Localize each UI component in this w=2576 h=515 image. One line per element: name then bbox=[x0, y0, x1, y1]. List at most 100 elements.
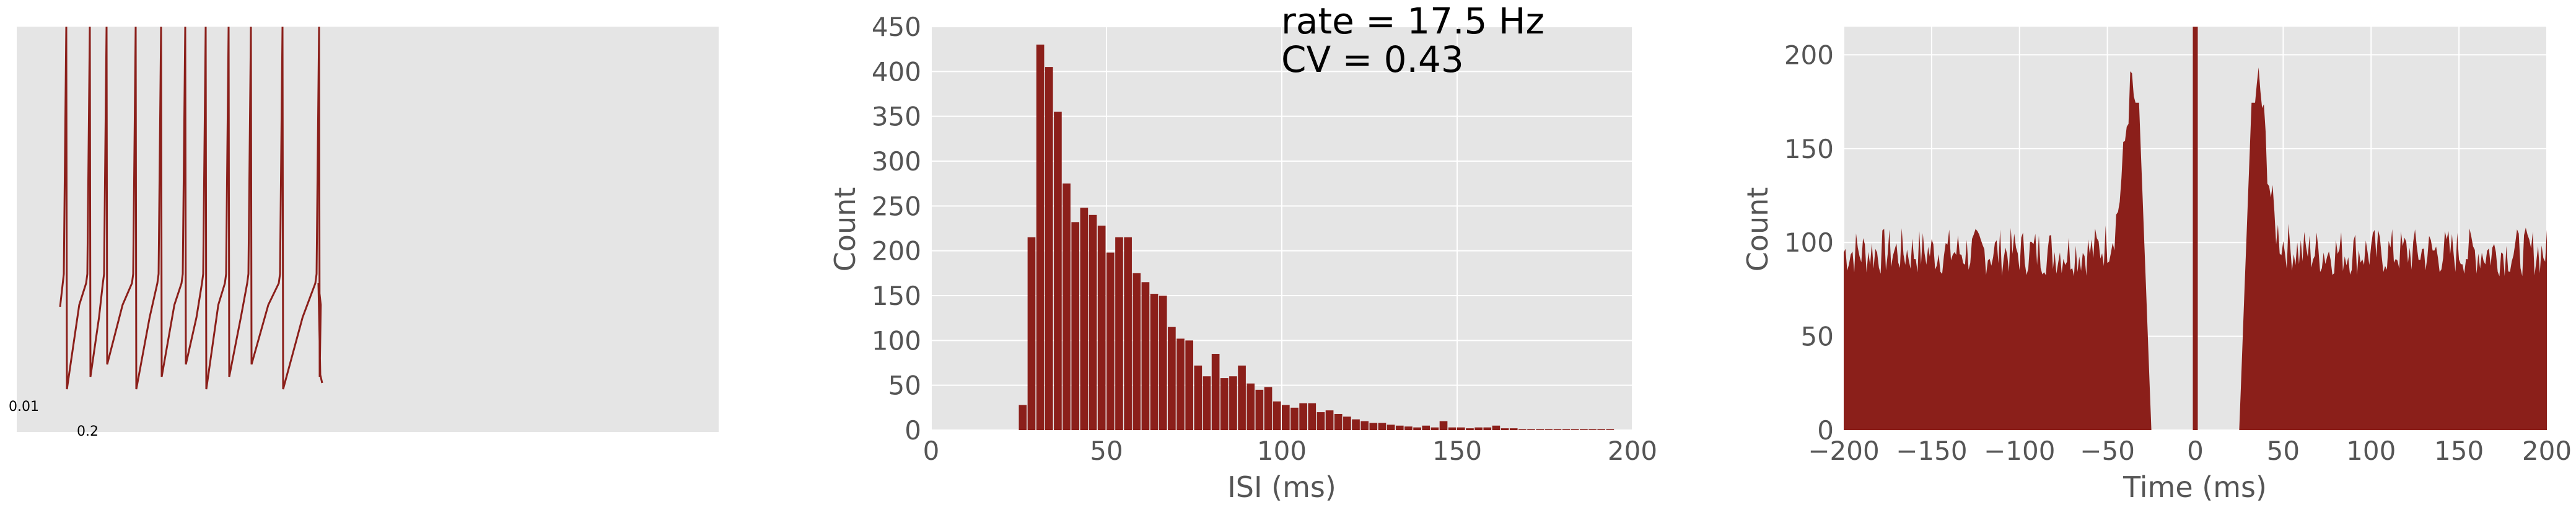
acg-y-tick: 0 bbox=[1817, 415, 1834, 446]
acg-y-tick-labels: 0 50 100 150 200 bbox=[1784, 40, 1834, 446]
isi-bar bbox=[1316, 412, 1325, 430]
isi-bar bbox=[1185, 340, 1193, 430]
isi-bar bbox=[1466, 428, 1474, 430]
trace-plot-area bbox=[17, 27, 719, 432]
acg-y-axis-label: Count bbox=[1741, 187, 1774, 272]
isi-bar bbox=[1115, 237, 1123, 430]
isi-y-tick: 200 bbox=[872, 236, 921, 266]
isi-bar bbox=[1500, 428, 1509, 430]
isi-x-tick: 0 bbox=[923, 436, 940, 466]
acg-x-tick: 100 bbox=[2346, 436, 2396, 466]
isi-bars bbox=[1019, 44, 1614, 431]
isi-bar bbox=[1036, 44, 1045, 430]
isi-bar bbox=[1273, 401, 1281, 430]
isi-bar bbox=[1474, 427, 1483, 430]
voltage-trace-line bbox=[59, 26, 323, 390]
isi-bar bbox=[1360, 421, 1369, 430]
isi-bar bbox=[1264, 387, 1273, 430]
isi-bar bbox=[1387, 425, 1395, 430]
isi-bar bbox=[1597, 429, 1606, 430]
isi-bar bbox=[1282, 405, 1290, 430]
isi-bar bbox=[1062, 183, 1071, 430]
acg-x-tick: 150 bbox=[2434, 436, 2484, 466]
isi-y-tick-labels: 0 50 100 150 200 250 300 350 400 450 bbox=[872, 12, 921, 446]
isi-bar bbox=[1448, 427, 1457, 430]
isi-bar bbox=[1080, 208, 1089, 430]
isi-bar bbox=[1553, 429, 1562, 430]
isi-y-tick: 450 bbox=[872, 12, 921, 42]
isi-bar bbox=[1308, 403, 1316, 430]
isi-bar bbox=[1334, 413, 1343, 430]
isi-bar bbox=[1430, 427, 1439, 430]
isi-bar bbox=[1404, 426, 1413, 430]
isi-y-tick: 250 bbox=[872, 191, 921, 221]
isi-bar bbox=[1229, 376, 1237, 430]
isi-bar bbox=[1536, 429, 1544, 430]
isi-x-tick: 150 bbox=[1432, 436, 1482, 466]
isi-bar bbox=[1203, 376, 1211, 430]
isi-bar bbox=[1606, 429, 1614, 430]
isi-bar bbox=[1562, 429, 1571, 430]
isi-y-tick: 300 bbox=[872, 146, 921, 177]
isi-bar bbox=[1097, 226, 1106, 430]
isi-bar bbox=[1588, 429, 1597, 430]
acg-area bbox=[1844, 67, 2547, 430]
acg-y-tick: 100 bbox=[1784, 227, 1834, 258]
isi-bar bbox=[1124, 237, 1132, 430]
isi-bar bbox=[1159, 296, 1167, 430]
isi-bar bbox=[1150, 294, 1159, 430]
isi-bar bbox=[1544, 429, 1553, 430]
acg-x-tick: −150 bbox=[1896, 436, 1967, 466]
isi-bar bbox=[1395, 425, 1404, 430]
isi-bar bbox=[1194, 365, 1203, 430]
acg-y-tick: 50 bbox=[1801, 322, 1834, 352]
isi-bar bbox=[1290, 407, 1299, 430]
isi-bar bbox=[1343, 416, 1351, 430]
isi-bar bbox=[1413, 427, 1421, 430]
isi-y-tick: 100 bbox=[872, 325, 921, 356]
isi-bar bbox=[1483, 427, 1492, 430]
isi-y-tick: 150 bbox=[872, 281, 921, 311]
isi-bar bbox=[1132, 273, 1141, 430]
isi-bar bbox=[1027, 237, 1036, 430]
isi-bar bbox=[1378, 423, 1387, 430]
isi-bar bbox=[1527, 429, 1535, 430]
acg-center-bar bbox=[2193, 27, 2198, 430]
isi-x-tick: 100 bbox=[1257, 436, 1307, 466]
isi-bar bbox=[1141, 282, 1150, 430]
isi-bar bbox=[1045, 67, 1053, 431]
isi-bar bbox=[1220, 378, 1229, 430]
isi-bar bbox=[1580, 429, 1588, 430]
isi-bar bbox=[1369, 423, 1378, 430]
acg-y-tick: 200 bbox=[1784, 40, 1834, 70]
rate-annotation: rate = 17.5 Hz bbox=[1281, 0, 1544, 42]
isi-bar bbox=[1019, 405, 1027, 430]
isi-y-axis-label: Count bbox=[828, 187, 862, 272]
isi-y-tick: 400 bbox=[872, 56, 921, 87]
isi-bar bbox=[1518, 429, 1527, 430]
isi-bar bbox=[1509, 428, 1518, 430]
isi-bar bbox=[1255, 389, 1264, 430]
isi-bar bbox=[1168, 327, 1176, 430]
acg-x-tick: −50 bbox=[2080, 436, 2135, 466]
acg-x-tick-labels: −200 −150 −100 −50 0 50 100 150 200 bbox=[1808, 436, 2572, 466]
isi-y-tick: 350 bbox=[872, 102, 921, 132]
isi-bar bbox=[1089, 214, 1097, 430]
isi-bar bbox=[1238, 365, 1246, 430]
acg-x-tick: 50 bbox=[2267, 436, 2300, 466]
acg-x-tick: −100 bbox=[1984, 436, 2055, 466]
isi-x-axis-label: ISI (ms) bbox=[1227, 470, 1336, 504]
isi-x-tick: 50 bbox=[1090, 436, 1123, 466]
panel-voltage-trace: 0.01 0.2 bbox=[9, 26, 719, 439]
isi-bar bbox=[1457, 427, 1465, 430]
isi-x-tick-labels: 0 50 100 150 200 bbox=[923, 436, 1657, 466]
acg-x-axis-label: Time (ms) bbox=[2123, 470, 2267, 504]
isi-bar bbox=[1071, 222, 1080, 430]
isi-bar bbox=[1352, 419, 1360, 430]
scalebar-vertical-label: 0.01 bbox=[9, 399, 39, 415]
panel-isi-histogram: 0 50 100 150 200 250 300 350 400 450 0 50 100 150 200… bbox=[828, 0, 1657, 504]
acg-y-tick: 150 bbox=[1784, 134, 1834, 164]
isi-bar bbox=[1492, 425, 1500, 430]
isi-y-tick: 50 bbox=[888, 371, 921, 401]
